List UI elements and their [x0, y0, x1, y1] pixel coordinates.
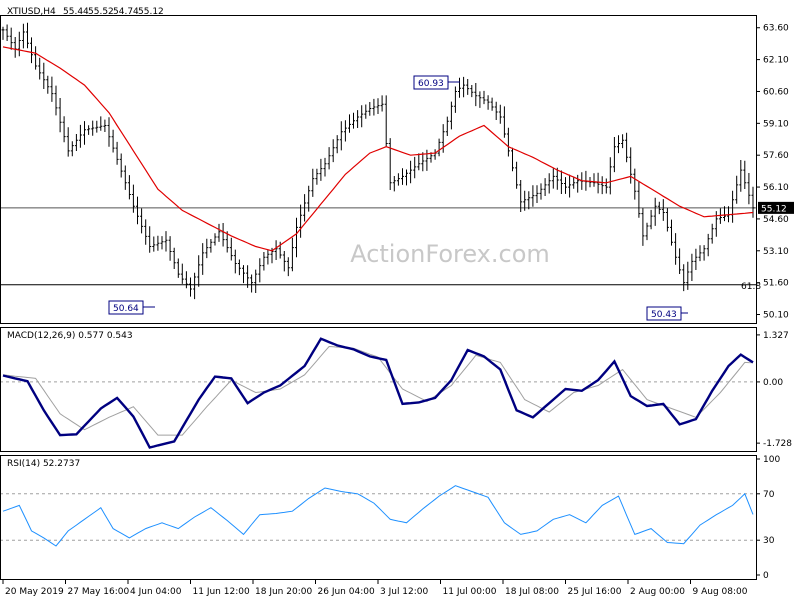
svg-text:55.12: 55.12: [761, 204, 787, 214]
time-tick-label: 25 Jul 16:00: [568, 587, 622, 597]
macd-signal-line: [2, 345, 754, 436]
macd-tick-label: -1.728: [763, 439, 792, 449]
rsi-tick-label: 100: [763, 455, 780, 465]
watermark: ActionForex.com: [350, 240, 550, 268]
price-tick-label: 60.60: [763, 87, 789, 97]
rsi-axis: 100 70 30 0: [756, 455, 780, 581]
price-panel-frame: [0, 15, 757, 324]
moving-average-line: [2, 46, 754, 252]
peak-annotation-60-93: 60.93: [413, 75, 460, 90]
price-tick-label: 57.60: [763, 151, 789, 161]
price-axis: 63.60 62.10 60.60 59.10 57.60 56.10 54.60 53.10…: [756, 24, 789, 321]
macd-plot-area: [0, 337, 756, 449]
price-bars: [1, 22, 755, 300]
current-price-tag: 55.12: [758, 201, 794, 214]
time-tick-label: 11 Jul 00:00: [443, 587, 497, 597]
macd-tick-label: 0.00: [763, 378, 783, 388]
annotation-label: 50.64: [113, 304, 139, 314]
macd-tick-label: 1.327: [763, 331, 789, 341]
price-tick-label: 51.60: [763, 279, 789, 289]
macd-panel: MACD(12,26,9) 0.577 0.543 1.327 0.00 -1.72…: [0, 327, 792, 452]
price-tick-label: 63.60: [763, 24, 789, 34]
price-plot-area: [0, 22, 756, 300]
price-tick-label: 54.60: [763, 215, 789, 225]
time-tick-label: 27 May 16:00: [68, 587, 130, 597]
low-annotation-50-64: 50.64: [108, 300, 155, 315]
rsi-line: [2, 485, 754, 547]
rsi-title: RSI(14) 52.2737: [7, 459, 80, 469]
rsi-panel-frame: [0, 455, 757, 580]
macd-title: MACD(12,26,9) 0.577 0.543: [7, 331, 133, 341]
time-tick-label: 3 Jul 12:00: [380, 587, 429, 597]
rsi-tick-label: 30: [763, 536, 775, 546]
rsi-tick-label: 70: [763, 490, 775, 500]
macd-line: [2, 337, 754, 449]
price-panel: ActionForex.com XTIUSD,H4 55.44 55.52 54…: [0, 7, 794, 324]
annotation-label: 60.93: [418, 79, 444, 89]
rsi-plot-area: [0, 485, 756, 547]
price-tick-label: 50.10: [763, 311, 789, 321]
time-axis: 20 May 2019 27 May 16:00 4 Jun 04:00 11 Jun…: [2, 580, 748, 597]
price-tick-label: 59.10: [763, 119, 789, 129]
price-panel-title: XTIUSD,H4: [7, 7, 56, 17]
price-tick-label: 62.10: [763, 56, 789, 66]
time-tick-label: 9 Aug 08:00: [693, 587, 748, 597]
time-tick-label: 20 May 2019: [5, 587, 64, 597]
time-tick-label: 18 Jun 20:00: [255, 587, 312, 597]
macd-panel-frame: [0, 327, 757, 452]
ohlc-close: 55.12: [138, 7, 164, 17]
fib-level-label: 61.8: [741, 282, 761, 292]
rsi-tick-label: 0: [763, 571, 769, 581]
macd-axis: 1.327 0.00 -1.728: [756, 331, 792, 449]
ohlc-open: 55.44: [63, 7, 89, 17]
time-tick-label: 2 Aug 00:00: [630, 587, 685, 597]
price-tick-label: 56.10: [763, 183, 789, 193]
time-tick-label: 18 Jul 08:00: [505, 587, 559, 597]
ohlc-low: 54.74: [113, 7, 139, 17]
time-tick-label: 4 Jun 04:00: [130, 587, 182, 597]
rsi-panel: RSI(14) 52.2737 100 70 30 0: [0, 455, 780, 581]
ohlc-high: 55.52: [88, 7, 114, 17]
time-tick-label: 26 Jun 04:00: [318, 587, 375, 597]
time-tick-label: 11 Jun 12:00: [193, 587, 250, 597]
annotation-label: 50.43: [651, 310, 677, 320]
price-tick-label: 53.10: [763, 247, 789, 257]
low-annotation-50-43: 50.43: [646, 306, 688, 321]
